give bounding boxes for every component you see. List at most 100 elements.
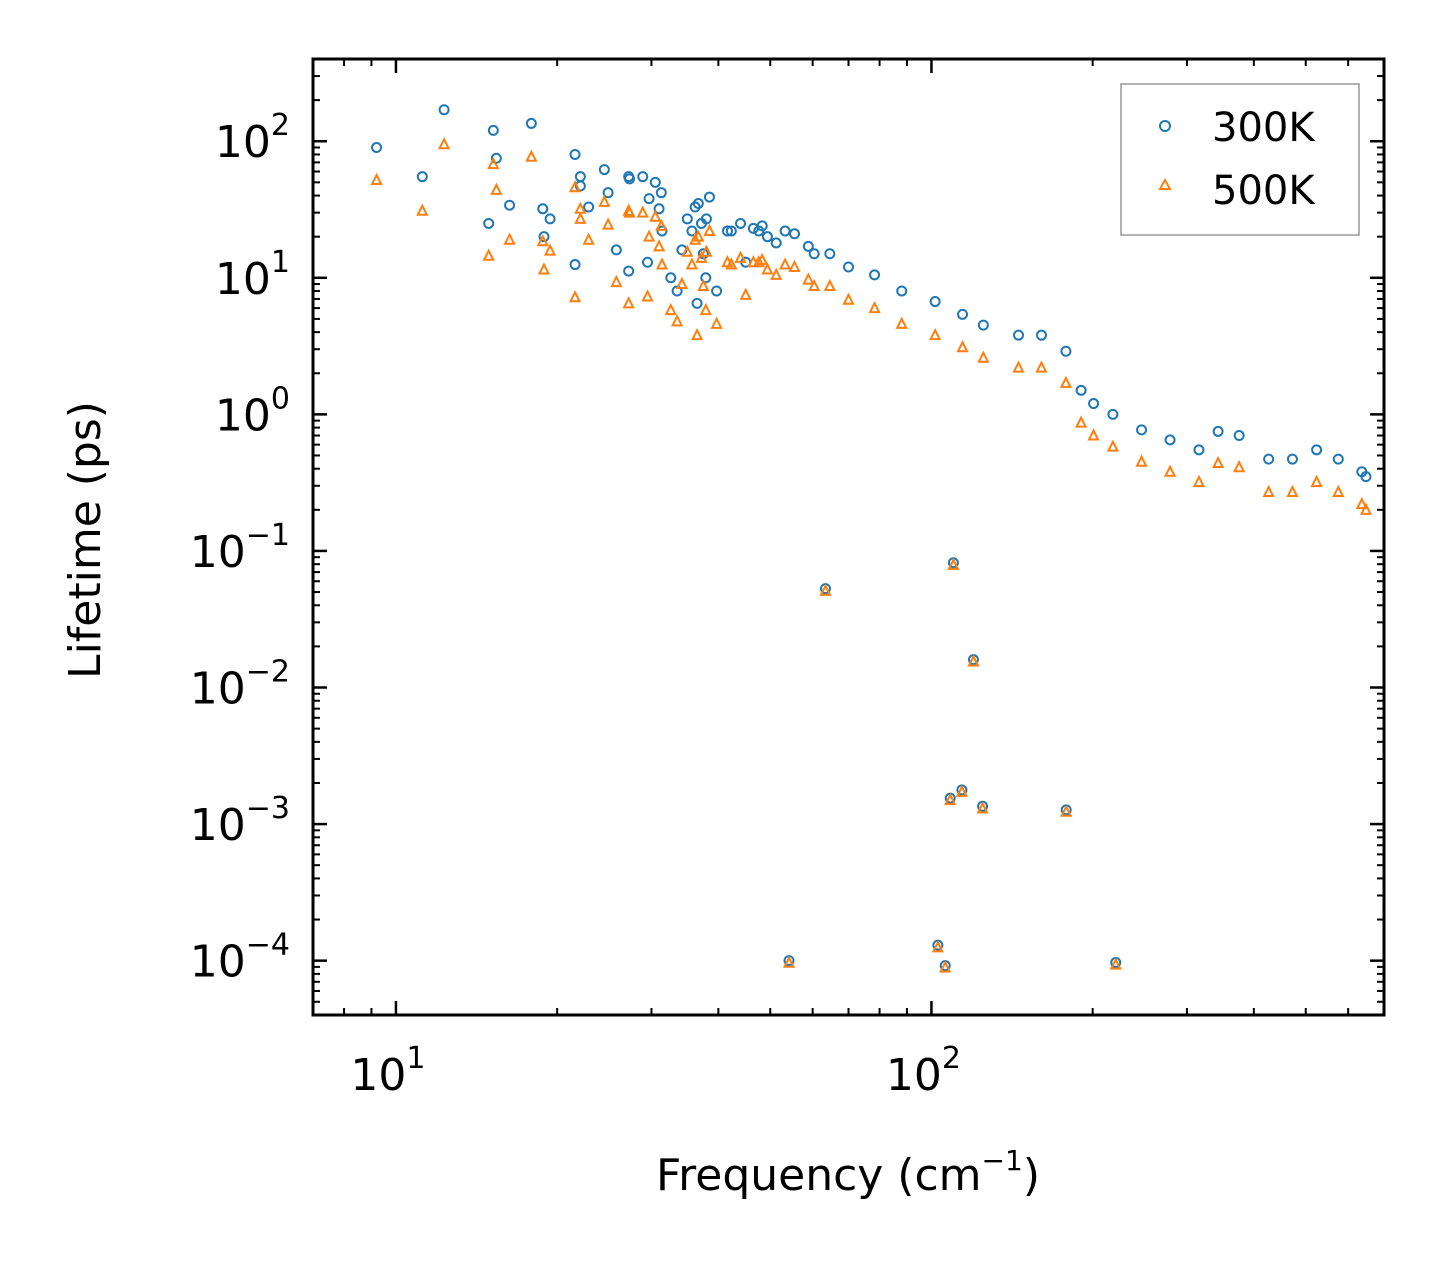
point-300K bbox=[802, 240, 814, 252]
point-500K bbox=[782, 955, 796, 968]
legend-label-500K: 500K bbox=[1212, 168, 1316, 214]
legend-circle-marker bbox=[1159, 120, 1171, 132]
y-tick-labels: 102 101 100 10−1 10−2 10−3 10−4 bbox=[190, 108, 290, 987]
point-300K bbox=[610, 244, 622, 256]
point-300K bbox=[770, 237, 782, 249]
point-500K bbox=[734, 250, 747, 263]
point-300K bbox=[700, 272, 712, 284]
point-300K bbox=[725, 225, 737, 237]
point-500K bbox=[1359, 502, 1373, 515]
y-tick-label: 10−4 bbox=[190, 928, 290, 988]
point-500K bbox=[525, 149, 538, 162]
point-500K bbox=[808, 278, 821, 292]
point-500K bbox=[598, 194, 611, 207]
point-500K bbox=[823, 278, 836, 292]
point-300K bbox=[656, 225, 668, 237]
point-300K bbox=[843, 261, 854, 273]
point-300K bbox=[483, 217, 495, 229]
point-300K bbox=[537, 203, 549, 215]
point-300K bbox=[598, 164, 610, 176]
point-500K bbox=[537, 262, 551, 275]
point-500K bbox=[1355, 496, 1368, 510]
y-tick-label: 10−1 bbox=[190, 518, 290, 578]
point-500K bbox=[610, 274, 623, 288]
point-300K bbox=[721, 225, 733, 237]
point-300K bbox=[544, 213, 556, 225]
point-500K bbox=[802, 272, 815, 285]
point-500K bbox=[939, 960, 952, 973]
point-500K bbox=[685, 257, 699, 270]
point-300K bbox=[1263, 453, 1275, 465]
point-300K bbox=[929, 296, 941, 308]
point-300K bbox=[569, 148, 581, 160]
point-500K bbox=[642, 229, 656, 242]
point-500K bbox=[931, 940, 944, 953]
point-500K bbox=[482, 248, 495, 261]
point-500K bbox=[770, 267, 783, 280]
point-300K bbox=[789, 228, 801, 240]
point-500K bbox=[490, 182, 503, 195]
legend: 300K 500K bbox=[1120, 83, 1360, 236]
x-axis-title: Frequency (cm−1) bbox=[656, 1144, 1040, 1201]
point-500K bbox=[695, 250, 708, 263]
point-500K bbox=[1074, 415, 1088, 428]
point-500K bbox=[947, 557, 960, 570]
point-500K bbox=[655, 257, 669, 270]
point-300K bbox=[869, 269, 881, 281]
point-300K bbox=[1233, 430, 1245, 442]
point-500K bbox=[1233, 460, 1246, 473]
point-500K bbox=[568, 180, 582, 193]
point-500K bbox=[1087, 428, 1100, 441]
series-300K bbox=[371, 104, 1372, 972]
point-300K bbox=[487, 124, 499, 136]
point-500K bbox=[664, 302, 677, 316]
point-300K bbox=[735, 217, 747, 229]
point-300K bbox=[691, 297, 703, 309]
point-300K bbox=[1193, 444, 1205, 456]
point-500K bbox=[788, 259, 801, 272]
point-500K bbox=[956, 340, 969, 353]
point-500K bbox=[697, 278, 710, 292]
point-300K bbox=[896, 285, 908, 297]
point-500K bbox=[976, 801, 989, 814]
point-500K bbox=[703, 223, 716, 237]
point-500K bbox=[568, 290, 582, 303]
point-500K bbox=[699, 302, 712, 316]
point-300K bbox=[1360, 471, 1372, 483]
point-300K bbox=[1060, 345, 1072, 357]
x-tick-label: 102 bbox=[886, 1041, 961, 1101]
point-300K bbox=[653, 203, 665, 215]
point-300K bbox=[1136, 424, 1148, 436]
point-500K bbox=[692, 229, 705, 242]
point-300K bbox=[957, 308, 969, 320]
point-300K bbox=[642, 256, 654, 268]
point-300K bbox=[808, 248, 820, 260]
point-300K bbox=[649, 176, 661, 188]
major-ticks bbox=[313, 59, 1384, 1015]
point-500K bbox=[675, 276, 689, 290]
y-tick-label: 10−2 bbox=[190, 655, 290, 715]
point-500K bbox=[1192, 474, 1206, 487]
point-500K bbox=[1060, 804, 1073, 817]
point-500K bbox=[689, 232, 702, 245]
point-300K bbox=[681, 213, 693, 225]
point-300K bbox=[824, 248, 836, 260]
point-300K bbox=[700, 213, 712, 225]
point-300K bbox=[1075, 384, 1087, 396]
point-500K bbox=[895, 316, 908, 329]
point-500K bbox=[761, 262, 774, 275]
x-tick-labels: 101 102 bbox=[350, 1041, 961, 1101]
point-300K bbox=[438, 104, 450, 116]
point-500K bbox=[536, 234, 549, 247]
point-500K bbox=[370, 172, 383, 186]
point-300K bbox=[711, 285, 723, 297]
y-tick-label: 102 bbox=[215, 108, 290, 168]
y-tick-label: 10−3 bbox=[190, 791, 290, 851]
point-300K bbox=[1311, 444, 1323, 456]
point-300K bbox=[624, 173, 636, 185]
point-500K bbox=[967, 654, 980, 667]
point-500K bbox=[1211, 455, 1225, 469]
point-500K bbox=[574, 211, 587, 224]
point-300K bbox=[416, 171, 428, 183]
point-300K bbox=[756, 220, 768, 232]
